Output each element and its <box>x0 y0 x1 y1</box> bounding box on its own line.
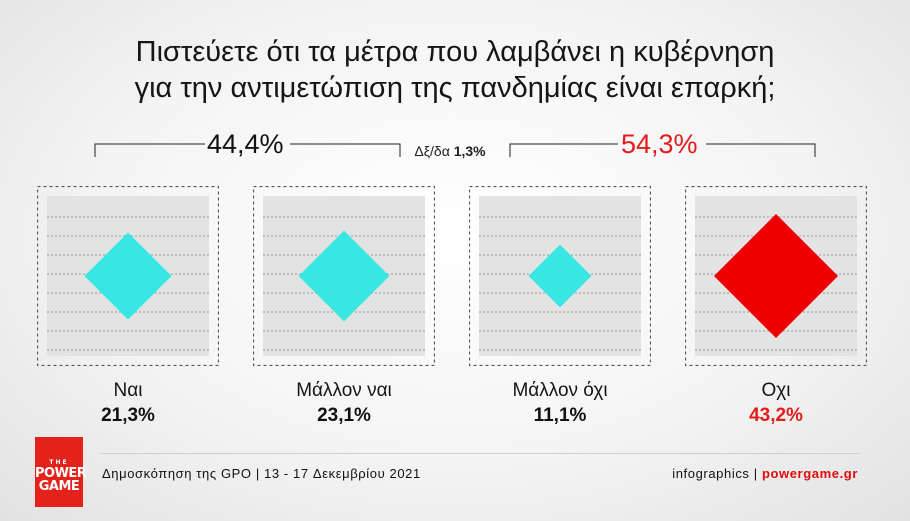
margin-value: 1,3% <box>453 143 486 159</box>
panel-mallon-nai <box>253 186 435 366</box>
diamond-mark-mallon-nai <box>298 230 390 322</box>
value-label-oxi: 43,2% <box>749 405 803 426</box>
panel-nai <box>37 186 219 366</box>
chart-title: Πιστεύετε ότι τα μέτρα που λαμβάνει η κυ… <box>0 34 910 106</box>
category-label-mallon-oxi: Μάλλον όχι <box>512 380 608 401</box>
logo-game: GAME <box>38 479 80 494</box>
value-label-nai: 21,3% <box>101 405 155 426</box>
margin-label: Δξ/δα <box>414 143 450 159</box>
panel-oxi <box>685 186 867 366</box>
panel-svg-3 <box>685 186 867 366</box>
panel-frame <box>37 186 219 366</box>
credit-prefix: infographics | <box>672 466 762 481</box>
panel-frame <box>685 186 867 366</box>
group-negative-total: 54,3% <box>621 129 698 159</box>
category-label-nai: Ναι <box>113 380 143 401</box>
diamond-mark-oxi <box>714 214 838 338</box>
group-positive-total: 44,4% <box>207 129 284 159</box>
powergame-logo: THE POWER GAME <box>35 437 87 507</box>
footer-divider <box>100 453 860 454</box>
bracket-positive-right <box>290 143 401 157</box>
panel-svg-2 <box>469 186 651 366</box>
panel-svg-1 <box>253 186 435 366</box>
diamond-mark-mallon-oxi <box>528 244 592 308</box>
diamond-mark-nai <box>84 232 172 320</box>
credit: infographics | powergame.gr <box>672 466 858 481</box>
category-label-mallon-nai: Μάλλον ναι <box>296 380 392 401</box>
category-label-oxi: Οχι <box>761 380 791 401</box>
logo-power: POWER <box>35 466 87 481</box>
group-brackets <box>94 143 816 157</box>
credit-site-link[interactable]: powergame.gr <box>761 466 858 481</box>
panel-frame <box>253 186 435 366</box>
value-label-mallon-nai: 23,1% <box>317 405 371 426</box>
margin-of-error: Δξ/δα 1,3% <box>395 143 505 159</box>
bracket-negative <box>509 143 618 157</box>
panel-frame <box>469 186 651 366</box>
logo-the: THE <box>49 459 69 466</box>
value-label-mallon-oxi: 11,1% <box>533 405 587 426</box>
panel-mallon-oxi <box>469 186 651 366</box>
source-note: Δημοσκόπηση της GPO | 13 - 17 Δεκεμβρίου… <box>102 466 421 481</box>
title-line-1: Πιστεύετε ότι τα μέτρα που λαμβάνει η κυ… <box>135 36 775 68</box>
title-line-2: για την αντιμετώπιση της πανδημίας είναι… <box>134 72 776 104</box>
bracket-negative-right <box>706 143 816 157</box>
bracket-positive <box>94 143 205 157</box>
panel-svg-0 <box>37 186 219 366</box>
